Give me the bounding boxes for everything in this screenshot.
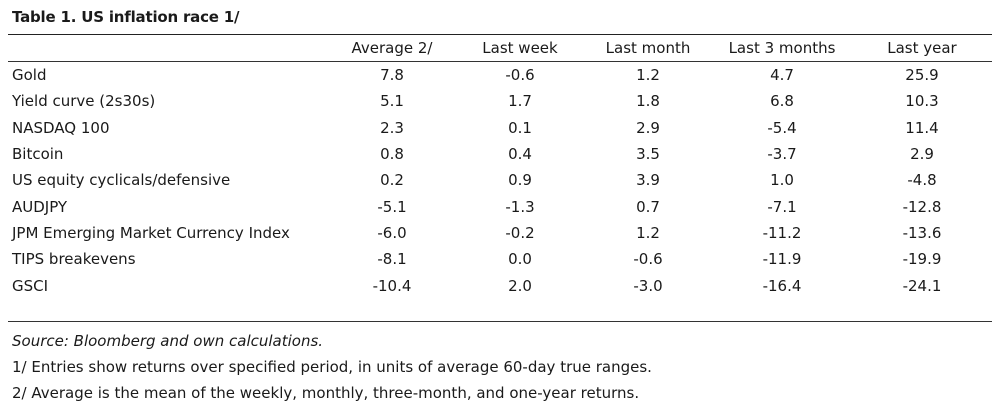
cell-last-week: 0.0 (508, 250, 532, 269)
cell-last-3-months: -11.9 (762, 250, 802, 269)
table-notes: Source: Bloomberg and own calculations. … (8, 328, 992, 406)
header-row: Average 2/ Last week Last month Last 3 m… (8, 35, 992, 62)
cell-average: 0.8 (380, 145, 404, 164)
table-row: JPM Emerging Market Currency Index -6.0 … (8, 220, 992, 246)
header-last-week: Last week (456, 35, 584, 62)
cell-last-3-months: -3.7 (767, 145, 797, 164)
table-row: GSCI -10.4 2.0 -3.0 -16.4 -24.1 (8, 272, 992, 298)
row-label: JPM Emerging Market Currency Index (12, 223, 290, 242)
cell-average: -6.0 (377, 223, 407, 242)
source-note: Source: Bloomberg and own calculations. (12, 331, 324, 350)
header-last-3-months: Last 3 months (712, 35, 852, 62)
row-label: Bitcoin (12, 145, 64, 164)
row-label: TIPS breakevens (12, 250, 136, 269)
footnote-1: 1/ Entries show returns over specified p… (12, 357, 652, 376)
cell-last-3-months: -16.4 (762, 276, 802, 295)
table-row: US equity cyclicals/defensive 0.2 0.9 3.… (8, 167, 992, 193)
cell-last-month: 2.9 (636, 118, 660, 137)
cell-average: -10.4 (372, 276, 412, 295)
cell-last-year: -4.8 (907, 171, 937, 190)
table-row: Bitcoin 0.8 0.4 3.5 -3.7 2.9 (8, 141, 992, 167)
cell-last-year: 11.4 (905, 118, 939, 137)
cell-average: 0.2 (380, 171, 404, 190)
document: Table 1. US inflation race 1/ Average 2/… (8, 0, 992, 406)
cell-last-week: 1.7 (508, 92, 532, 111)
row-label: Gold (12, 66, 47, 85)
cell-last-week: 0.9 (508, 171, 532, 190)
row-label: US equity cyclicals/defensive (12, 171, 231, 190)
row-label: Yield curve (2s30s) (12, 92, 156, 111)
table-row: TIPS breakevens -8.1 0.0 -0.6 -11.9 -19.… (8, 246, 992, 272)
cell-last-month: 3.5 (636, 145, 660, 164)
row-label: AUDJPY (12, 197, 68, 216)
inflation-race-table: Average 2/ Last week Last month Last 3 m… (8, 35, 992, 322)
cell-last-week: 0.1 (508, 118, 532, 137)
cell-last-year: 25.9 (905, 66, 939, 85)
cell-last-month: 3.9 (636, 171, 660, 190)
cell-last-month: 0.7 (636, 197, 660, 216)
header-last-year: Last year (852, 35, 992, 62)
cell-last-month: 1.8 (636, 92, 660, 111)
cell-last-year: -24.1 (902, 276, 942, 295)
cell-last-3-months: -11.2 (762, 223, 802, 242)
cell-last-year: -13.6 (902, 223, 942, 242)
table-row: Gold 7.8 -0.6 1.2 4.7 25.9 (8, 62, 992, 89)
table-bottom-rule (8, 298, 992, 322)
table-row: Yield curve (2s30s) 5.1 1.7 1.8 6.8 10.3 (8, 88, 992, 114)
header-last-month: Last month (584, 35, 712, 62)
cell-average: -8.1 (377, 250, 407, 269)
cell-last-month: -3.0 (633, 276, 663, 295)
cell-last-3-months: 4.7 (770, 66, 794, 85)
cell-last-month: 1.2 (636, 223, 660, 242)
cell-average: 7.8 (380, 66, 404, 85)
table-title: Table 1. US inflation race 1/ (8, 0, 992, 35)
row-label: GSCI (12, 276, 49, 295)
cell-last-3-months: -5.4 (767, 118, 797, 137)
cell-last-month: 1.2 (636, 66, 660, 85)
cell-last-year: -12.8 (902, 197, 942, 216)
cell-last-year: 10.3 (905, 92, 939, 111)
table-row: NASDAQ 100 2.3 0.1 2.9 -5.4 11.4 (8, 115, 992, 141)
header-label (8, 35, 328, 62)
table-row: AUDJPY -5.1 -1.3 0.7 -7.1 -12.8 (8, 193, 992, 219)
footnote-2: 2/ Average is the mean of the weekly, mo… (12, 383, 640, 402)
cell-average: 2.3 (380, 118, 404, 137)
bottom-rule-cell (8, 298, 992, 322)
row-label: NASDAQ 100 (12, 118, 110, 137)
cell-last-3-months: 1.0 (770, 171, 794, 190)
cell-last-year: 2.9 (910, 145, 934, 164)
cell-average: 5.1 (380, 92, 404, 111)
cell-last-3-months: -7.1 (767, 197, 797, 216)
header-average: Average 2/ (328, 35, 456, 62)
cell-last-3-months: 6.8 (770, 92, 794, 111)
cell-last-week: 2.0 (508, 276, 532, 295)
cell-last-week: -0.2 (505, 223, 535, 242)
cell-last-week: 0.4 (508, 145, 532, 164)
cell-last-week: -1.3 (505, 197, 535, 216)
cell-last-month: -0.6 (633, 250, 663, 269)
cell-last-year: -19.9 (902, 250, 942, 269)
cell-average: -5.1 (377, 197, 407, 216)
cell-last-week: -0.6 (505, 66, 535, 85)
